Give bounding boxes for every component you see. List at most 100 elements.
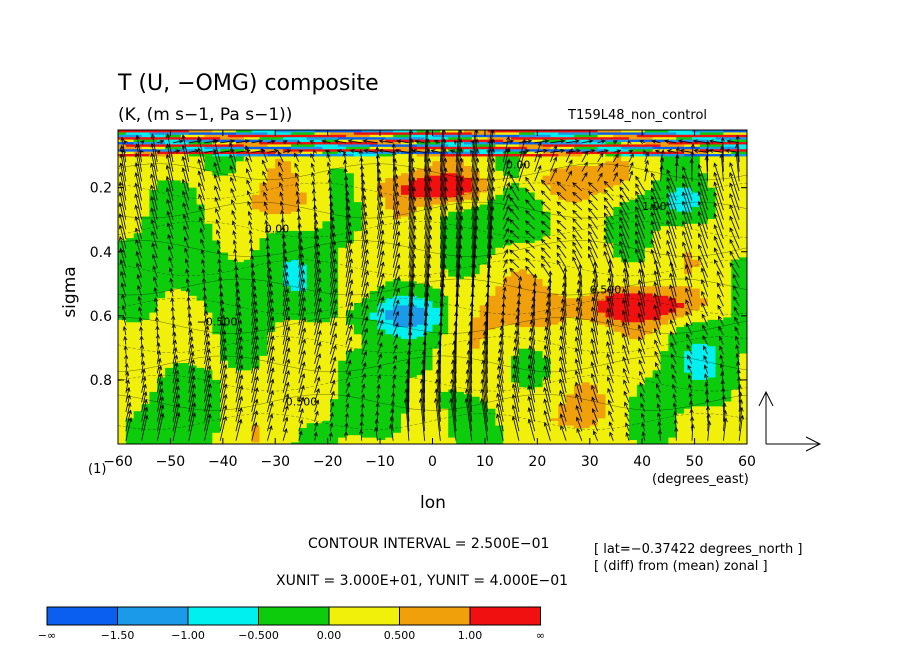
field-cell — [228, 228, 237, 232]
field-cell — [283, 161, 292, 165]
field-cell — [243, 343, 253, 347]
field-cell — [125, 288, 135, 292]
field-cell — [118, 228, 127, 232]
field-cell — [133, 307, 143, 311]
field-cell — [353, 240, 363, 244]
field-cell — [196, 180, 206, 184]
field-cell — [212, 423, 221, 427]
field-cell — [188, 218, 198, 222]
field-cell — [188, 228, 198, 232]
field-cell — [322, 245, 331, 249]
field-cell — [322, 209, 331, 213]
field-cell — [259, 319, 268, 323]
field-cell — [180, 439, 190, 443]
field-cell — [330, 408, 339, 412]
field-cell — [173, 423, 182, 427]
field-cell — [157, 206, 166, 210]
field-cell — [353, 303, 363, 307]
field-cell — [118, 401, 127, 405]
field-cell — [338, 322, 347, 326]
field-cell — [283, 252, 292, 256]
field-cell — [165, 312, 174, 316]
field-cell — [118, 247, 127, 251]
field-cell — [338, 370, 347, 374]
field-cell — [165, 137, 174, 141]
field-cell — [361, 291, 371, 295]
field-cell — [267, 324, 276, 328]
field-cell — [235, 250, 245, 254]
field-cell — [212, 327, 221, 331]
field-cell — [353, 403, 363, 407]
field-cell — [118, 341, 127, 345]
field-cell — [290, 132, 300, 136]
field-cell — [267, 166, 276, 170]
field-cell — [338, 382, 347, 386]
field-cell — [180, 346, 190, 350]
field-cell — [204, 262, 213, 266]
field-cell — [212, 166, 221, 170]
field-cell — [235, 415, 245, 419]
field-cell — [133, 406, 143, 410]
field-cell — [125, 166, 135, 170]
field-cell — [314, 435, 324, 439]
field-cell — [118, 151, 127, 155]
field-cell — [188, 293, 198, 297]
field-cell — [338, 351, 347, 355]
field-cell — [330, 329, 339, 333]
field-cell — [251, 298, 261, 302]
field-cell — [353, 288, 363, 292]
field-cell — [149, 271, 158, 275]
field-cell — [369, 185, 379, 189]
field-cell — [259, 163, 268, 167]
field-cell — [298, 209, 308, 213]
field-cell — [173, 192, 182, 196]
field-cell — [314, 230, 324, 234]
field-cell — [235, 418, 245, 422]
field-cell — [251, 238, 261, 242]
field-cell — [306, 178, 316, 182]
field-cell — [338, 295, 347, 299]
field-cell — [133, 324, 143, 328]
field-cell — [118, 343, 127, 347]
field-cell — [322, 442, 331, 444]
field-cell — [212, 331, 221, 335]
field-cell — [290, 329, 300, 333]
field-cell — [228, 394, 237, 398]
field-cell — [118, 394, 127, 398]
field-cell — [188, 182, 198, 186]
field-cell — [157, 142, 166, 146]
field-cell — [149, 382, 158, 386]
field-cell — [290, 233, 300, 237]
field-cell — [188, 240, 198, 244]
field-cell — [259, 411, 268, 415]
field-cell — [290, 435, 300, 439]
field-cell — [275, 375, 284, 379]
field-cell — [141, 175, 151, 179]
field-cell — [204, 346, 213, 350]
field-cell — [133, 226, 143, 230]
field-cell — [212, 399, 221, 403]
field-cell — [275, 365, 284, 369]
field-cell — [180, 278, 190, 282]
field-cell — [125, 382, 135, 386]
field-cell — [361, 185, 371, 189]
field-cell — [290, 303, 300, 307]
field-cell — [212, 379, 221, 383]
field-cell — [212, 252, 221, 256]
field-cell — [338, 396, 347, 400]
field-cell — [275, 298, 284, 302]
field-cell — [338, 286, 347, 290]
field-cell — [275, 423, 284, 427]
field-cell — [243, 334, 253, 338]
field-cell — [338, 170, 347, 174]
field-cell — [235, 156, 245, 160]
field-cell — [306, 274, 316, 278]
field-cell — [196, 382, 206, 386]
field-cell — [298, 257, 308, 261]
field-cell — [149, 432, 158, 436]
field-cell — [188, 266, 198, 270]
field-cell — [338, 391, 347, 395]
field-cell — [149, 363, 158, 367]
field-cell — [298, 185, 308, 189]
field-cell — [322, 257, 331, 261]
